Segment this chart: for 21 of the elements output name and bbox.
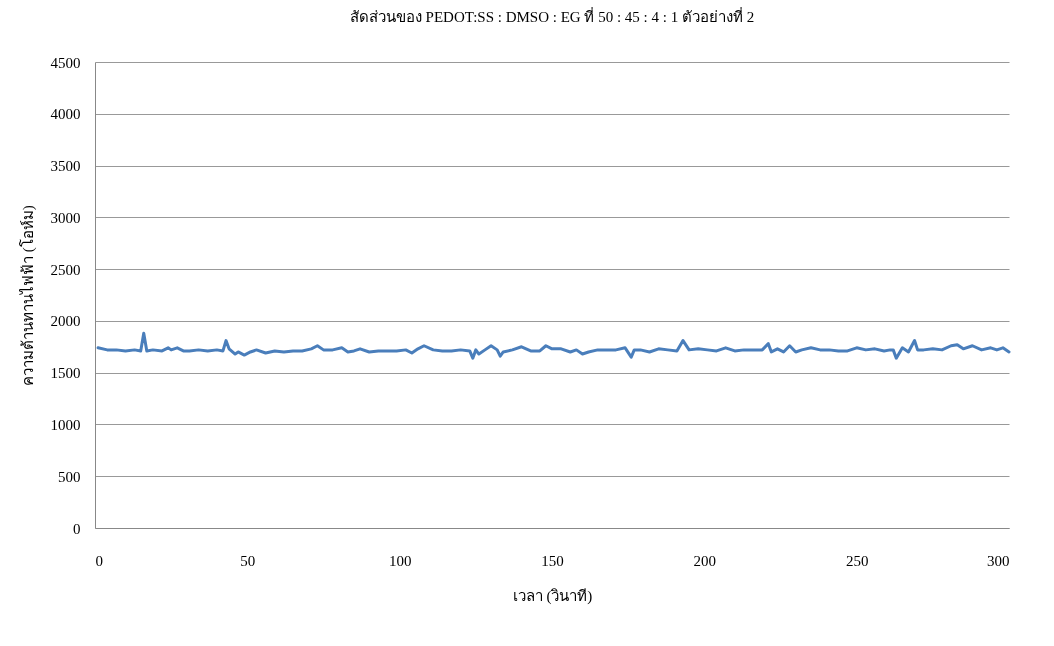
x-tick-label: 250: [845, 552, 869, 569]
y-tick-label: 500: [58, 468, 81, 485]
y-tick-label: 0: [73, 520, 81, 537]
chart-title: สัดส่วนของ PEDOT:SS : DMSO : EG ที่ 50 : 45 : 4 : 1 ตัวอย่างที่ 2: [349, 6, 755, 25]
y-tick-label: 1500: [50, 365, 81, 382]
y-tick-label: 3500: [50, 158, 81, 175]
y-tick-label: 4500: [50, 54, 81, 71]
y-tick-label: 2000: [50, 313, 81, 330]
x-axis-title: เวลา (วินาที): [512, 587, 593, 605]
y-tick-label: 4000: [50, 106, 81, 123]
x-tick-label: 200: [693, 552, 717, 569]
y-tick-label: 2500: [50, 261, 81, 278]
x-tick-label: 100: [388, 552, 412, 569]
y-tick-label: 1000: [50, 416, 81, 433]
x-tick-label: 0: [95, 552, 103, 569]
y-tick-label: 3000: [50, 209, 81, 226]
x-tick-label: 150: [541, 552, 564, 569]
line-series: [96, 331, 1011, 360]
y-axis-title: ความต้านทานไฟฟ้า (โอห์ม): [18, 205, 37, 386]
x-tick-label: 300: [987, 552, 1010, 569]
x-tick-label: 50: [240, 552, 256, 569]
